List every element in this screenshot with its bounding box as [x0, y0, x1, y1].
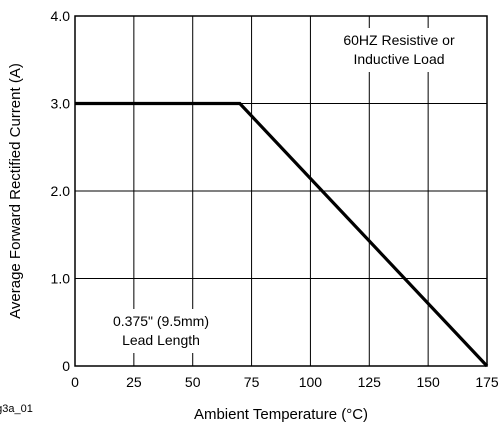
x-tick-label: 100 [299, 374, 323, 390]
x-axis-label: Ambient Temperature (°C) [194, 406, 368, 423]
annotation-lead-line1: 0.375" (9.5mm) [113, 313, 209, 329]
y-axis-label: Average Forward Rectified Current (A) [7, 63, 24, 319]
y-tick-label: 1.0 [51, 271, 71, 287]
y-tick-label: 4.0 [51, 8, 71, 24]
figure-id: gg3a_01 [0, 403, 33, 415]
plot-frame [74, 15, 488, 367]
x-tick-label: 75 [244, 374, 260, 390]
annotation-load-type: 60HZ Resistive or Inductive Load [329, 28, 469, 72]
x-tick-label: 25 [126, 374, 142, 390]
annotation-load-line2: Inductive Load [353, 51, 444, 67]
x-tick-label: 0 [71, 374, 79, 390]
y-tick-label: 3.0 [51, 96, 71, 112]
y-tick-label: 0 [62, 358, 70, 374]
annotation-load-line1: 60HZ Resistive or [343, 32, 455, 48]
y-tick-label: 2.0 [51, 183, 71, 199]
x-tick-label: 175 [475, 374, 499, 390]
x-tick-label: 150 [416, 374, 440, 390]
annotation-lead-line2: Lead Length [122, 332, 200, 348]
annotation-lead-length: 0.375" (9.5mm) Lead Length [96, 309, 226, 353]
x-tick-label: 50 [185, 374, 201, 390]
grid [75, 16, 487, 366]
x-tick-label: 125 [358, 374, 382, 390]
series-line [75, 101, 489, 368]
tick-labels: 0 25 50 75 100 125 150 175 0 1.0 2.0 3.0 4.0 [51, 8, 499, 390]
series [75, 101, 489, 368]
